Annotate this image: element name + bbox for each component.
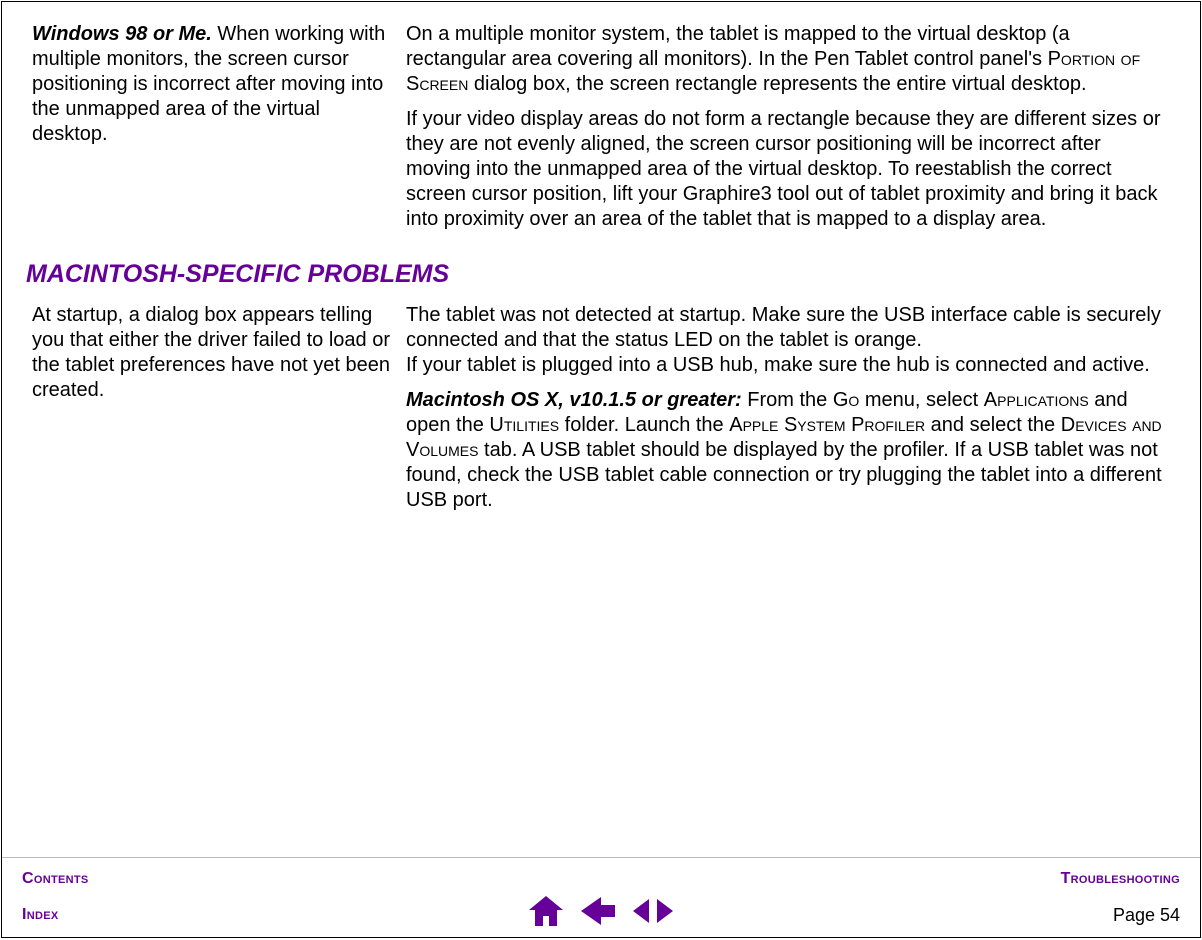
os-label: Macintosh OS X, v10.1.5 or greater:: [406, 389, 742, 411]
solution-text: On a multiple monitor system, the tablet…: [406, 22, 1170, 242]
text-run: menu, select: [859, 389, 984, 411]
page-content: Windows 98 or Me. When working with mult…: [26, 22, 1170, 852]
text-run: and select the: [925, 414, 1061, 436]
home-icon[interactable]: [529, 896, 563, 931]
text-run: From the: [742, 389, 833, 411]
solution-paragraph: Macintosh OS X, v10.1.5 or greater: From…: [406, 388, 1170, 513]
text-run: The tablet was not detected at startup. …: [406, 304, 1161, 351]
problem-row-mac: At startup, a dialog box appears telling…: [26, 303, 1170, 523]
ui-term: Go: [833, 389, 859, 411]
prev-next-icon[interactable]: [633, 898, 673, 929]
footer-top-row: Contents Troubleshooting: [2, 858, 1200, 894]
troubleshooting-link[interactable]: Troubleshooting: [1061, 870, 1180, 888]
solution-paragraph: If your tablet is plugged into a USB hub…: [406, 353, 1170, 378]
section-heading: MACINTOSH-SPECIFIC PROBLEMS: [26, 260, 1170, 289]
problem-description: At startup, a dialog box appears telling…: [26, 303, 406, 523]
text-run: On a multiple monitor system, the tablet…: [406, 23, 1070, 70]
solution-text: The tablet was not detected at startup. …: [406, 303, 1170, 523]
ui-term: Applications: [984, 389, 1089, 411]
problem-description: Windows 98 or Me. When working with mult…: [26, 22, 406, 242]
contents-link[interactable]: Contents: [22, 870, 89, 888]
back-icon[interactable]: [581, 897, 615, 930]
text-run: folder. Launch the: [559, 414, 729, 436]
index-link[interactable]: Index: [22, 906, 59, 924]
page-number: Page 54: [1113, 905, 1180, 926]
nav-icon-bar: [529, 896, 673, 931]
document-page: Windows 98 or Me. When working with mult…: [1, 1, 1201, 938]
ui-term: Utilities: [489, 414, 559, 436]
ui-term: Apple System Profiler: [729, 414, 925, 436]
problem-row-windows: Windows 98 or Me. When working with mult…: [26, 22, 1170, 242]
text-run: dialog box, the screen rectangle represe…: [468, 73, 1086, 95]
solution-paragraph: On a multiple monitor system, the tablet…: [406, 22, 1170, 97]
solution-paragraph: The tablet was not detected at startup. …: [406, 303, 1170, 353]
solution-paragraph: If your video display areas do not form …: [406, 107, 1170, 232]
page-footer: Contents Troubleshooting Index Page 54: [2, 857, 1200, 937]
text-run: tab. A USB tablet should be displayed by…: [406, 439, 1162, 511]
os-label: Windows 98 or Me.: [32, 23, 212, 45]
